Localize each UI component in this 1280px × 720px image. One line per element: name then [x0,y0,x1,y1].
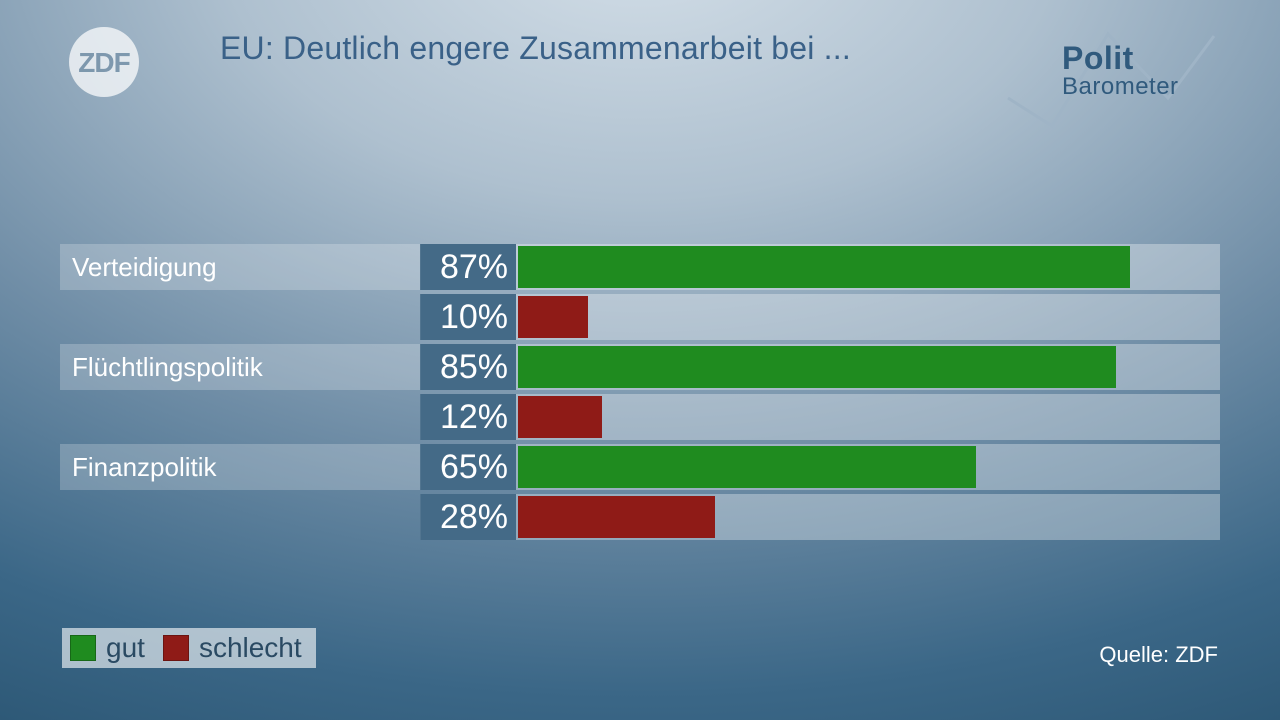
category-label: Finanzpolitik [60,444,420,490]
value-box: 28% [420,494,516,540]
politbarometer-line1: Polit [1062,40,1179,77]
value-box: 10% [420,294,516,340]
bar-fill-good [518,246,1130,288]
bar-fill-bad [518,296,588,338]
politbarometer-line2: Barometer [1062,73,1179,101]
bar-track [516,444,1220,490]
bar-track [516,244,1220,290]
legend-label-good: gut [106,632,145,664]
category-label [60,494,420,540]
bar-track [516,494,1220,540]
politbarometer-text: Polit Barometer [1062,40,1179,101]
bar-fill-bad [518,496,715,538]
category-label [60,294,420,340]
bar-fill-bad [518,396,602,438]
bar-track [516,294,1220,340]
chart-group: Finanzpolitik65%28% [60,444,1220,540]
bar-fill-good [518,346,1116,388]
category-label [60,394,420,440]
legend: gut schlecht [62,628,316,668]
zdf-logo: ZDF [68,26,140,98]
bar-track [516,344,1220,390]
politbarometer-logo: Polit Barometer [1000,18,1220,138]
value-box: 12% [420,394,516,440]
bar-chart: Verteidigung87%10%Flüchtlingspolitik85%1… [60,244,1220,544]
chart-group: Verteidigung87%10% [60,244,1220,340]
page-title: EU: Deutlich engere Zusammenarbeit bei .… [220,30,851,67]
chart-row-bad: 10% [60,294,1220,340]
legend-swatch-bad [163,635,189,661]
zdf-logo-text: ZDF [78,47,130,78]
value-box: 65% [420,444,516,490]
bar-track [516,394,1220,440]
value-box: 85% [420,344,516,390]
source-label: Quelle: ZDF [1099,642,1218,668]
bar-fill-good [518,446,976,488]
chart-row-bad: 28% [60,494,1220,540]
chart-row-bad: 12% [60,394,1220,440]
legend-label-bad: schlecht [199,632,302,664]
chart-row-good: Flüchtlingspolitik85% [60,344,1220,390]
category-label: Flüchtlingspolitik [60,344,420,390]
value-box: 87% [420,244,516,290]
legend-swatch-good [70,635,96,661]
category-label: Verteidigung [60,244,420,290]
chart-row-good: Verteidigung87% [60,244,1220,290]
chart-group: Flüchtlingspolitik85%12% [60,344,1220,440]
chart-row-good: Finanzpolitik65% [60,444,1220,490]
